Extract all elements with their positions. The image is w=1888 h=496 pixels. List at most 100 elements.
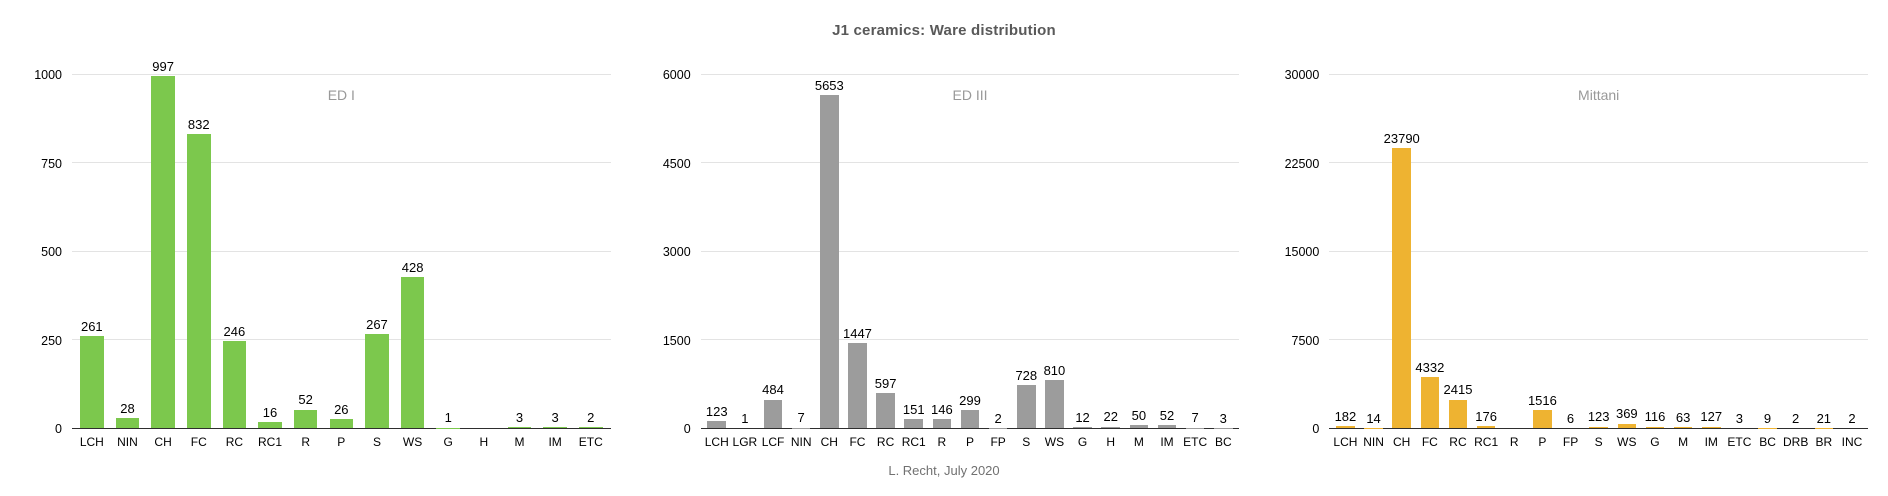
charts-row: 0 250 500 750 1000 ED I 261 28 997 832 246 16 52 26 26…	[12, 59, 1876, 455]
bar	[579, 427, 603, 428]
bar	[365, 333, 389, 428]
bar-column: 369	[1613, 75, 1641, 428]
bar-value-label: 14	[1366, 410, 1381, 426]
x-axis-category-label: LCH	[1333, 435, 1358, 449]
bar-value-label: 9	[1763, 410, 1772, 426]
bar	[507, 426, 532, 428]
plot-area: Mittani 182 14 23790 4332 2415 176 1516 6 123 369 1…	[1329, 74, 1869, 429]
bar	[151, 76, 175, 428]
x-axis-category-label: G	[1077, 435, 1088, 449]
bar-column: 2	[984, 75, 1012, 428]
axis-corner	[649, 429, 701, 455]
x-axis: LCH LGR LCF NIN CH FC RC RC1 R P FP S WS G H M IM ETC BC	[701, 429, 1240, 455]
x-axis-category-label: BR	[1815, 435, 1833, 449]
bar	[258, 422, 282, 428]
gridline	[1329, 338, 1869, 340]
bar-column: 14	[1359, 75, 1387, 428]
bar-column	[1500, 75, 1528, 428]
bar-column: 50	[1125, 75, 1153, 428]
bar-column: 267	[359, 75, 395, 428]
bar-value-label: 182	[1334, 408, 1357, 424]
bars-group: 123 1 484 7 5653 1447 597 151 146 299 2 728 810 12 22 5…	[701, 75, 1240, 428]
x-axis-category-label: ETC	[578, 435, 603, 449]
bar	[763, 399, 783, 428]
x-axis-category-label: R	[937, 435, 947, 449]
bar-value-label: 2	[587, 410, 595, 426]
x-axis-category-label: NIN	[790, 435, 812, 449]
x-axis-category-label: WS	[1044, 435, 1065, 449]
x-axis-category-label: FP	[990, 435, 1006, 449]
y-axis-tick-label: 0	[55, 422, 62, 436]
x-axis-category-label: G	[1650, 435, 1660, 449]
chart-panel-ed-iii: 0 1500 3000 4500 6000 ED III 123 1 484 7 5653 1447 5…	[649, 68, 1240, 455]
bar-value-label: 22	[1103, 409, 1118, 425]
bar-column: 123	[703, 75, 731, 428]
bar-value-label: 810	[1043, 363, 1066, 379]
x-axis-category-label: INC	[1841, 435, 1863, 449]
bar-value-label: 123	[705, 403, 728, 419]
bar-value-label: 16	[262, 405, 278, 421]
y-axis-tick-label: 6000	[662, 68, 691, 82]
bar-value-label: 146	[931, 402, 953, 418]
bar	[707, 420, 727, 428]
gridline	[700, 162, 1240, 164]
bar	[1673, 427, 1693, 428]
bar-column: 5653	[814, 75, 844, 428]
bar-column: 63	[1669, 75, 1697, 428]
bar	[904, 419, 923, 428]
x-axis-category-label: IM	[1160, 435, 1174, 449]
figure-title: J1 ceramics: Ware distribution	[832, 22, 1056, 39]
bar-column: 246	[217, 75, 253, 428]
bar	[186, 134, 211, 428]
y-axis-tick-label: 0	[1312, 422, 1320, 436]
y-axis-tick-label: 30000	[1284, 68, 1320, 82]
bar	[1392, 148, 1411, 428]
x-axis-category-label: IM	[548, 435, 562, 449]
y-axis-tick-label: 0	[683, 422, 691, 436]
bar-column: 1516	[1528, 75, 1557, 428]
bar-value-label: 267	[366, 316, 388, 332]
gridline	[1329, 250, 1869, 252]
bar-column: 597	[872, 75, 900, 428]
bar-column: 16	[252, 75, 288, 428]
bar-value-label: 50	[1131, 407, 1147, 423]
x-axis-category-label: RC1	[258, 435, 283, 449]
bar-value-label: 4332	[1415, 359, 1445, 375]
bar-value-label: 151	[902, 401, 925, 417]
bar-column: 52	[1153, 75, 1181, 428]
bar	[80, 335, 104, 428]
x-axis-category-label: R	[301, 435, 310, 449]
plot-area: ED I 261 28 997 832 246 16 52 26 267 428 1 3 3 2	[72, 59, 611, 429]
x-axis-category-label: S	[1594, 435, 1603, 449]
bar-value-label: 299	[959, 393, 981, 409]
bar-value-label: 597	[874, 375, 897, 391]
bar-column: 123	[1585, 75, 1613, 428]
x-axis-category-label: FP	[1562, 435, 1579, 449]
bar-value-label: 369	[1615, 406, 1638, 422]
bar-column: 28	[110, 75, 146, 428]
bar-column: 6	[1556, 75, 1584, 428]
x-axis-category-label: H	[479, 435, 489, 449]
x-axis-category-label: IM	[1704, 435, 1718, 449]
y-axis-tick-label: 750	[41, 156, 62, 171]
bar	[1073, 427, 1092, 428]
bar-value-label: 2	[1792, 410, 1800, 426]
axis-corner	[20, 429, 72, 455]
y-axis-tick-label: 500	[41, 245, 62, 259]
bar-column: 146	[928, 75, 956, 428]
bar-value-label: 5653	[814, 78, 844, 94]
bar-value-label: 7	[1191, 410, 1199, 426]
y-axis-tick-label: 15000	[1284, 245, 1320, 259]
bar-column: 1	[430, 75, 466, 428]
bar-column: 810	[1040, 75, 1068, 428]
bar	[1157, 424, 1177, 428]
bar	[876, 392, 895, 428]
bar	[293, 409, 318, 428]
x-axis-category-label: LGR	[732, 435, 758, 449]
bar	[1017, 385, 1036, 428]
bar	[960, 410, 980, 428]
bar-column: 7	[1181, 75, 1209, 428]
x-axis-category-label: WS	[1617, 435, 1637, 449]
x-axis-category-label: RC1	[1474, 435, 1499, 449]
